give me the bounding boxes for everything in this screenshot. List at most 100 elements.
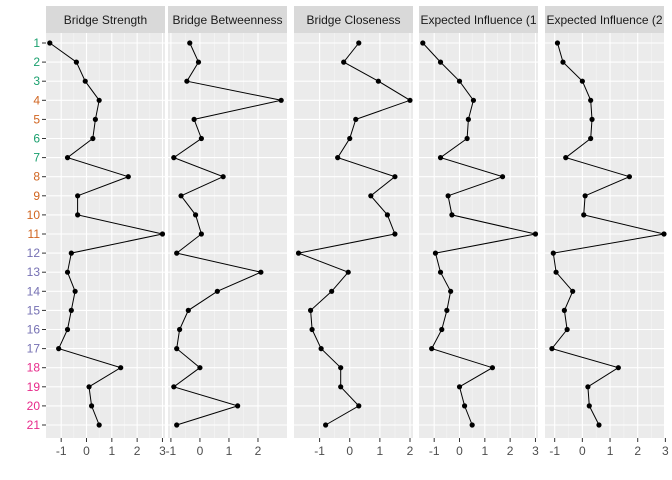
data-point	[407, 97, 413, 103]
data-point	[323, 422, 329, 428]
facet-panel	[168, 33, 287, 438]
data-point	[570, 288, 576, 294]
y-tick-label: 1	[33, 36, 40, 50]
x-tick-label: 0	[579, 444, 586, 458]
y-tick-label: 5	[33, 112, 40, 126]
data-point	[64, 269, 71, 275]
data-point	[489, 365, 496, 371]
data-point	[125, 174, 131, 180]
data-point	[626, 174, 633, 180]
data-point	[615, 365, 621, 371]
y-tick-label: 4	[33, 93, 40, 107]
data-point	[198, 231, 204, 237]
data-point	[118, 365, 124, 371]
data-point	[465, 116, 471, 122]
data-point	[75, 212, 81, 218]
data-point	[335, 155, 341, 161]
data-point	[197, 365, 203, 371]
data-point	[439, 326, 445, 333]
data-point	[356, 403, 362, 409]
x-tick-label: -1	[56, 444, 67, 458]
data-point	[295, 250, 302, 256]
facet-strip	[46, 6, 165, 33]
y-tick-label: 10	[27, 208, 41, 222]
data-point	[159, 231, 166, 237]
x-tick-label: 2	[255, 444, 262, 458]
data-point	[187, 40, 193, 46]
data-point	[307, 307, 314, 313]
data-point	[192, 212, 199, 218]
data-point	[75, 193, 81, 199]
data-point	[174, 250, 180, 256]
data-point	[532, 231, 539, 237]
data-point	[582, 193, 588, 199]
x-tick-label: 3	[159, 444, 166, 458]
data-point	[448, 288, 454, 294]
data-point	[90, 135, 96, 142]
data-point	[56, 346, 62, 352]
y-tick-label: 12	[27, 246, 41, 260]
data-point	[338, 384, 344, 390]
x-tick-label: 1	[607, 444, 614, 458]
data-point	[553, 269, 559, 275]
data-point	[560, 59, 566, 65]
facet-strip	[419, 6, 538, 33]
y-tick-label: 9	[33, 189, 40, 203]
data-point	[563, 155, 569, 161]
x-tick-label: -1	[429, 444, 440, 458]
data-point	[586, 403, 592, 409]
data-point	[461, 403, 468, 409]
data-point	[437, 59, 444, 65]
data-point	[585, 384, 591, 390]
data-point	[588, 135, 594, 142]
data-point	[464, 135, 470, 142]
data-point	[82, 78, 88, 84]
data-point	[550, 250, 556, 256]
facet-panel	[419, 33, 538, 438]
x-tick-label: 3	[532, 444, 539, 458]
data-point	[368, 193, 374, 199]
data-point	[171, 384, 177, 390]
facet-title: Bridge Strength	[64, 13, 147, 27]
y-tick-label: 20	[27, 399, 41, 413]
y-tick-label: 18	[27, 361, 41, 375]
data-point	[64, 155, 71, 161]
facet-title: Expected Influence (1	[420, 13, 536, 27]
data-point	[549, 346, 555, 352]
data-point	[64, 326, 71, 333]
data-point	[171, 155, 177, 161]
data-point	[499, 174, 506, 180]
x-tick-label: -1	[166, 444, 177, 458]
data-point	[184, 78, 190, 84]
data-point	[191, 116, 197, 122]
data-point	[392, 174, 398, 180]
data-point	[338, 365, 344, 371]
data-point	[554, 40, 561, 46]
data-point	[214, 288, 220, 294]
data-point	[444, 307, 450, 313]
data-point	[596, 422, 602, 428]
y-tick-label: 3	[33, 74, 40, 88]
data-point	[195, 59, 202, 65]
y-tick-label: 21	[27, 418, 41, 432]
data-point	[86, 384, 92, 390]
x-tick-label: 1	[377, 444, 384, 458]
data-point	[318, 346, 324, 352]
y-tick-label: 14	[27, 284, 41, 298]
facet-strip	[294, 6, 413, 33]
facet-title: Bridge Betweenness	[172, 13, 282, 27]
data-point	[341, 59, 347, 65]
data-point	[456, 384, 463, 390]
data-point	[561, 307, 567, 313]
data-point	[432, 250, 439, 256]
data-point	[278, 97, 284, 103]
x-tick-label: 0	[83, 444, 90, 458]
x-tick-label: 0	[456, 444, 463, 458]
data-point	[564, 326, 570, 333]
data-point	[347, 135, 353, 142]
data-point	[258, 269, 264, 275]
data-point	[384, 212, 390, 218]
data-point	[429, 346, 435, 352]
y-tick-label: 11	[28, 227, 41, 241]
data-point	[198, 135, 204, 142]
